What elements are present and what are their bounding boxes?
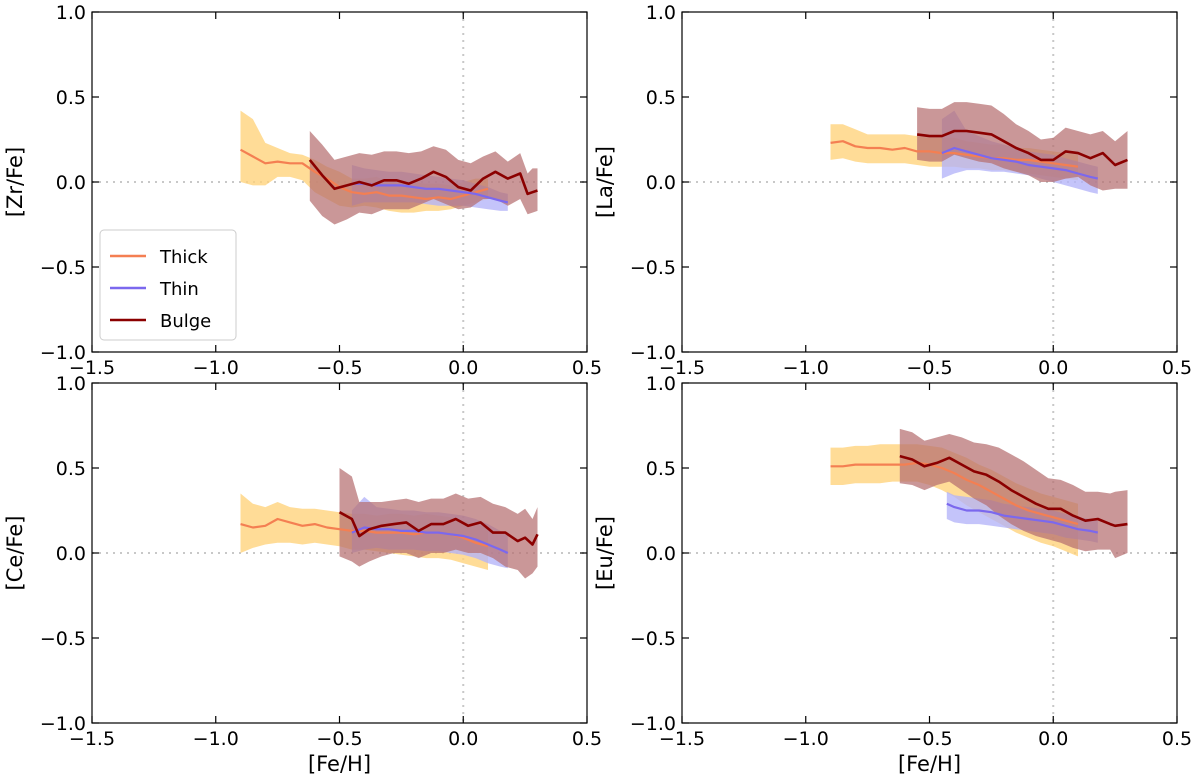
y-axis-label: [La/Fe] [593,146,617,218]
legend-label-bulge: Bulge [160,311,211,332]
x-tick-label: 0.0 [448,357,478,379]
y-tick-label: 1.0 [56,2,86,24]
plot-area [830,428,1128,559]
y-tick-label: 0.0 [56,172,86,194]
y-tick-label: 0.0 [646,543,676,565]
x-tick-label: 0.5 [572,728,602,750]
series-line-bulge [308,159,538,196]
y-axis-label: [Zr/Fe] [3,147,27,217]
y-tick-label: 1.0 [646,373,676,395]
panel-zr: −1.5 −1.0 −0.5 0.0 0.5−1.0−0.50.00.51.0[Zr/F… [3,2,602,379]
x-tick-label: −0.5 [316,357,362,379]
y-tick-label: 0.5 [56,458,86,480]
y-axis-label: [Eu/Fe] [593,516,617,590]
panel-eu: −1.5 −1.0 −0.5 0.0 0.5−1.0−0.50.00.51.0[Eu/F… [593,373,1192,776]
legend: Thick Thin Bulge [99,229,237,341]
series-line-thin [946,502,1099,534]
plot-area [239,110,538,225]
x-tick-label: 0.5 [1162,728,1192,750]
series-line-bulge [338,511,539,546]
series-line-thin [351,526,509,554]
x-tick-label: 0.0 [448,728,478,750]
band-bulge [899,428,1128,559]
panel-ce: −1.5 −1.0 −0.5 0.0 0.5−1.0−0.50.00.51.0[Ce/F… [3,373,602,776]
x-tick-label: 0.0 [1038,728,1068,750]
series-line-bulge [899,454,1128,528]
series-line-thin [941,146,1099,180]
plot-area [830,102,1128,194]
x-tick-label: −0.5 [906,728,952,750]
x-tick-label: −0.5 [906,357,952,379]
y-tick-label: 0.0 [646,172,676,194]
x-axis-label: [Fe/H] [898,752,961,776]
y-tick-label: −1.0 [630,713,676,735]
x-tick-label: −1.5 [659,357,705,379]
y-tick-label: 1.0 [646,2,676,24]
legend-label-thick: Thick [159,247,208,268]
x-tick-label: −1.0 [783,357,829,379]
x-tick-label: −1.0 [193,728,239,750]
y-tick-label: −1.0 [40,342,86,364]
x-tick-label: −0.5 [316,728,362,750]
plot-area [240,468,539,579]
y-tick-label: −1.0 [40,713,86,735]
panels: −1.5 −1.0 −0.5 0.0 0.5−1.0−0.50.00.51.0[Zr/F… [3,2,1192,776]
series-line-thin [351,182,509,204]
y-tick-label: 0.5 [646,87,676,109]
series-line-thick [239,148,489,201]
x-tick-label: 0.5 [1162,357,1192,379]
y-tick-label: 0.5 [56,87,86,109]
x-tick-label: −1.5 [69,728,115,750]
series-line-thick [830,140,1079,168]
legend-box [99,229,237,341]
x-axis-label: [Fe/H] [308,752,371,776]
band-bulge [917,102,1128,191]
y-tick-label: −1.0 [630,342,676,364]
x-tick-label: −1.5 [69,357,115,379]
x-tick-label: 0.5 [572,357,602,379]
x-tick-label: −1.5 [659,728,705,750]
y-tick-label: 0.0 [56,543,86,565]
y-tick-label: −0.5 [630,257,676,279]
y-tick-label: −0.5 [40,628,86,650]
series-line-bulge [916,129,1128,167]
x-tick-label: 0.0 [1038,357,1068,379]
y-axis-label: [Ce/Fe] [3,516,27,591]
x-tick-label: −1.0 [783,728,829,750]
y-tick-label: −0.5 [630,628,676,650]
y-tick-label: −0.5 [40,257,86,279]
legend-label-thin: Thin [159,279,199,300]
y-tick-label: 1.0 [56,373,86,395]
panel-la: −1.5 −1.0 −0.5 0.0 0.5−1.0−0.50.00.51.0[La/F… [593,2,1192,379]
x-tick-label: −1.0 [193,357,239,379]
series-line-thick [830,461,1079,526]
y-tick-label: 0.5 [646,458,676,480]
